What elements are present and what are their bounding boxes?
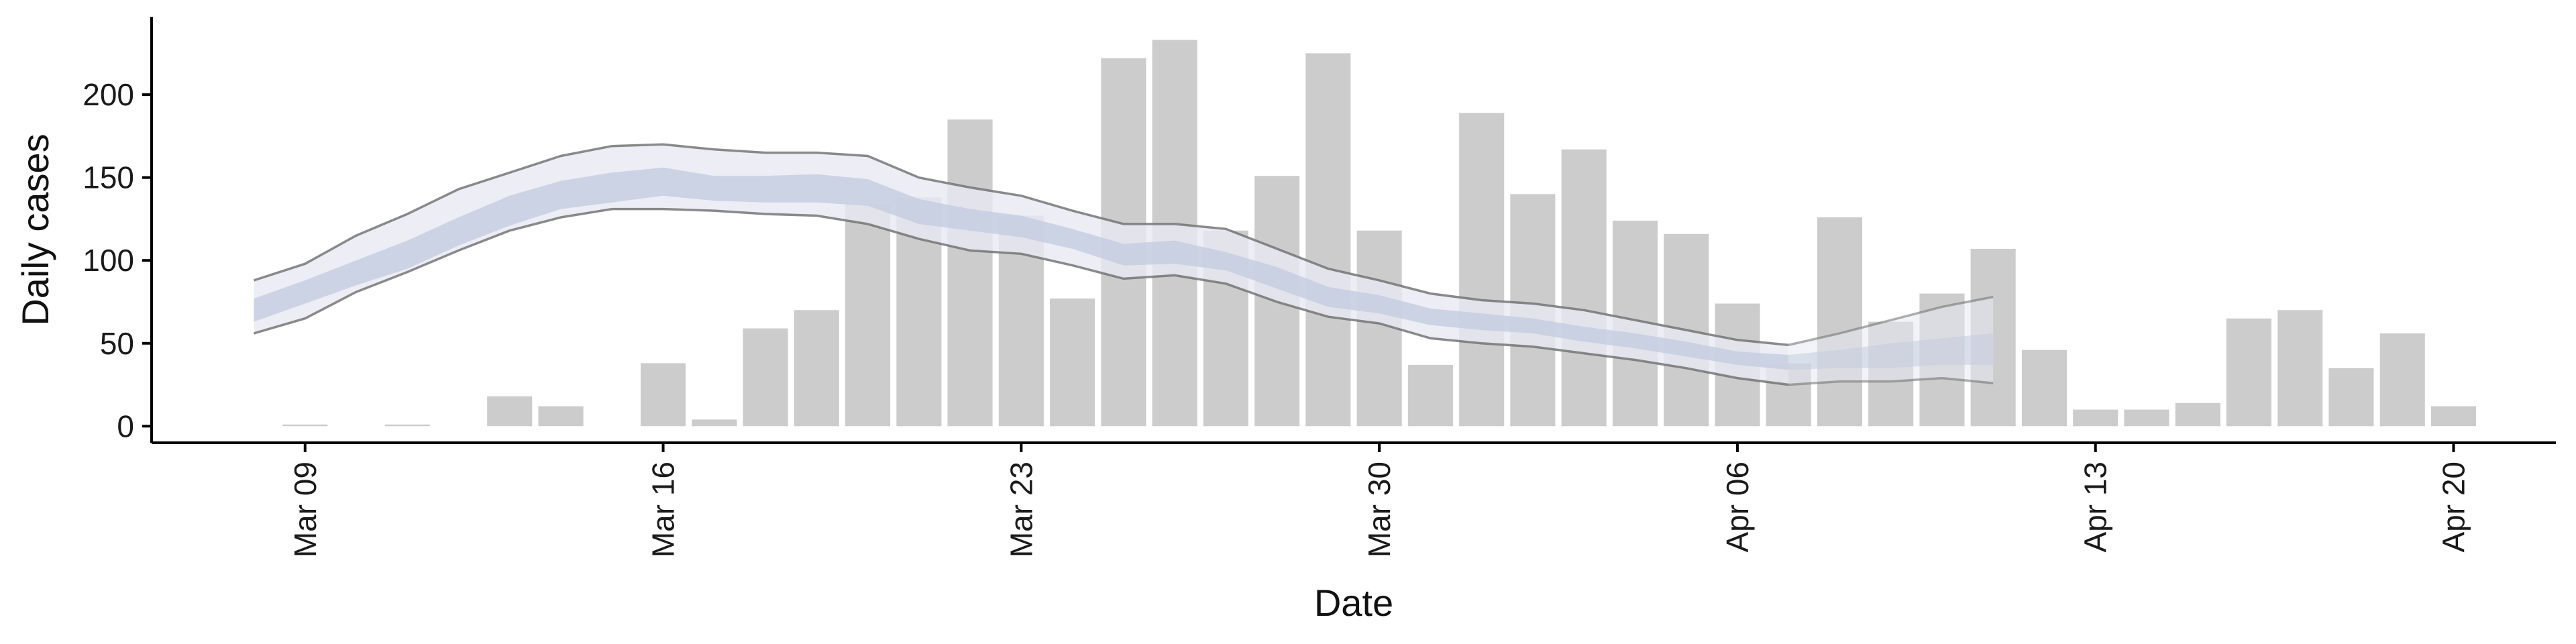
bar: [743, 328, 788, 427]
bar: [2277, 310, 2323, 427]
y-ticks: 0 50 100 150 200: [83, 77, 152, 443]
bar: [2021, 350, 2067, 427]
bar: [641, 363, 686, 427]
axes-layer: [150, 17, 2556, 444]
nowcast-inner-band: [254, 167, 1789, 370]
y-tick-label: 200: [83, 77, 134, 112]
forecast-lower-line: [1788, 376, 1994, 386]
x-tick-label: Mar 09: [288, 462, 323, 557]
bar: [794, 310, 839, 427]
bar: [487, 396, 533, 427]
bar: [2124, 409, 2169, 427]
bar: [1459, 113, 1505, 427]
bar: [947, 119, 993, 427]
forecast-upper-line: [1788, 295, 1994, 346]
x-tick-label: Apr 06: [1720, 462, 1755, 553]
bar: [1305, 53, 1351, 427]
y-axis-title: Daily cases: [14, 133, 56, 325]
bar: [384, 424, 430, 427]
bar: [2328, 368, 2374, 427]
x-tick-label: Mar 30: [1362, 462, 1397, 557]
nowcast-outer-band: [254, 144, 1789, 385]
x-tick-label: Mar 23: [1004, 462, 1038, 557]
bar: [2430, 406, 2476, 427]
y-tick-label: 50: [100, 326, 134, 361]
bar: [1050, 299, 1095, 427]
y-tick-label: 0: [117, 409, 134, 443]
bar: [2379, 333, 2425, 427]
y-tick-label: 150: [83, 160, 134, 195]
bar: [1817, 217, 1862, 427]
x-ticks: Mar 09 Mar 16 Mar 23 Mar 30 Apr 06 Apr 13 Apr …: [288, 443, 2471, 557]
bar: [538, 406, 584, 427]
ci-lines-layer: [253, 143, 1994, 386]
bands-layer: [254, 144, 1994, 385]
bar: [1561, 149, 1607, 427]
bar: [2073, 409, 2118, 427]
bar: [845, 204, 891, 427]
bar: [282, 424, 328, 427]
nowcast-lower-line: [254, 207, 1789, 386]
bar: [692, 419, 737, 427]
x-axis-title: Date: [1314, 582, 1393, 624]
bar: [1407, 364, 1453, 427]
x-tick-label: Mar 16: [646, 462, 681, 557]
nowcast-upper-line: [253, 143, 1789, 346]
forecast-inner-band: [1788, 333, 1994, 370]
bar: [2226, 318, 2271, 427]
y-tick-label: 100: [83, 243, 134, 278]
x-tick-label: Apr 13: [2078, 462, 2113, 553]
x-tick-label: Apr 20: [2436, 462, 2471, 553]
bars-layer: [282, 40, 2476, 427]
bar: [2175, 402, 2220, 427]
